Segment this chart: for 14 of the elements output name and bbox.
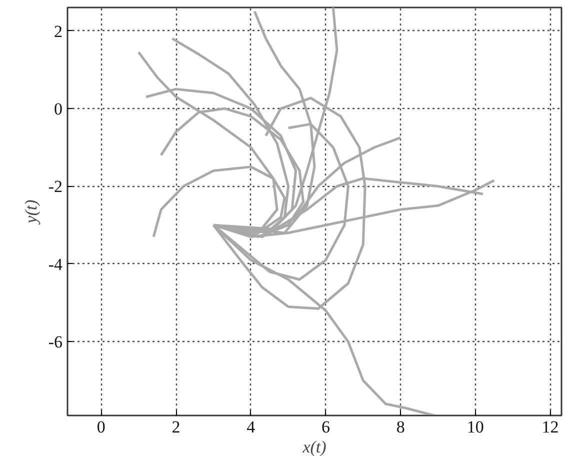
y-axis-title: y(t) bbox=[21, 199, 40, 226]
x-tick-label: 0 bbox=[96, 418, 106, 436]
y-tick-label: 2 bbox=[54, 22, 62, 41]
x-tick-label: 6 bbox=[321, 418, 330, 436]
y-tick-label: -2 bbox=[48, 177, 63, 196]
y-tick-label: 0 bbox=[54, 100, 62, 119]
x-axis-title: x(t) bbox=[302, 438, 327, 456]
x-tick-label: 8 bbox=[396, 418, 405, 436]
x-tick-label: 2 bbox=[172, 418, 180, 436]
x-tick-label: 10 bbox=[466, 418, 484, 436]
y-tick-label: -6 bbox=[48, 332, 63, 352]
y-tick-label: -4 bbox=[48, 254, 63, 274]
x-tick-label: 12 bbox=[542, 418, 559, 436]
x-tick-label: 4 bbox=[246, 418, 256, 436]
